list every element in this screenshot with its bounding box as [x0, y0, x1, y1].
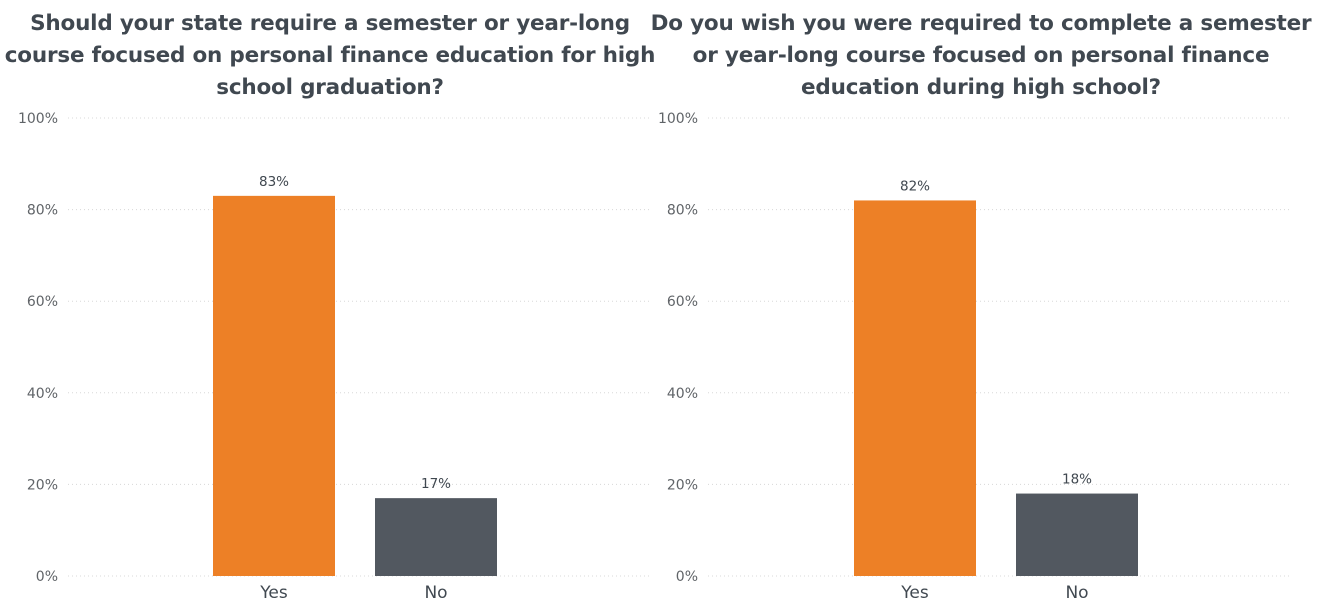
bar-yes: [854, 200, 976, 576]
y-tick-label: 80%: [27, 203, 58, 219]
y-tick-label: 0%: [676, 569, 698, 585]
y-tick-label: 100%: [18, 111, 58, 127]
y-tick-label: 40%: [27, 386, 58, 402]
chart-panel-state-requirement: Should your state require a semester or …: [0, 0, 660, 610]
chart-title: Do you wish you were required to complet…: [650, 11, 1312, 100]
data-label: 18%: [1062, 472, 1092, 488]
y-tick-label: 80%: [667, 203, 698, 219]
bar-chart-state-requirement: 0% 20% 40% 60% 80% 100% 83% Yes 17% No: [18, 111, 652, 603]
y-tick-label: 100%: [658, 111, 698, 127]
x-category-label: Yes: [259, 583, 288, 603]
bar-no: [375, 498, 497, 576]
x-category-label: No: [1065, 583, 1088, 603]
x-category-label: Yes: [900, 583, 929, 603]
y-tick-label: 0%: [36, 569, 58, 585]
chart-panel-wish-required: Do you wish you were required to complet…: [641, 0, 1321, 610]
bar-no: [1016, 493, 1138, 576]
y-tick-label: 60%: [667, 294, 698, 310]
y-tick-label: 20%: [667, 477, 698, 493]
data-label: 83%: [259, 174, 289, 190]
bar-yes: [213, 195, 335, 577]
chart-title: Should your state require a semester or …: [4, 11, 656, 100]
bar-chart-wish-required: 0% 20% 40% 60% 80% 100% 82% Yes 18% No: [658, 111, 1291, 603]
data-label: 17%: [421, 476, 451, 492]
y-tick-label: 40%: [667, 386, 698, 402]
data-label: 82%: [900, 178, 930, 194]
x-category-label: No: [424, 583, 447, 603]
y-tick-label: 20%: [27, 477, 58, 493]
y-tick-label: 60%: [27, 294, 58, 310]
